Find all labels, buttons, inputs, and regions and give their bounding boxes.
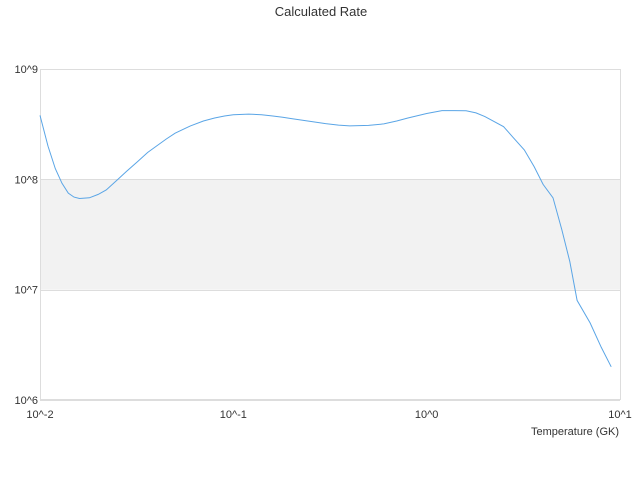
y-axis-tick-labels: 10^6 10^7 10^8 10^9 [14, 64, 38, 407]
shaded-bands [40, 179, 620, 290]
shaded-band-0 [40, 179, 620, 290]
x-axis-label: Temperature (GK) [531, 426, 619, 438]
series-lines [39, 110, 612, 368]
x-axis-tick-labels: 10^-2 10^-1 10^0 10^1 [26, 409, 631, 421]
x-tick-label-1: 10^-1 [220, 409, 247, 421]
x-tick-label-3: 10^1 [608, 409, 632, 421]
x-tick-label-2: 10^0 [415, 409, 439, 421]
plot-area-border [40, 69, 621, 400]
y-tick-label-1: 10^7 [14, 285, 38, 297]
x-tick-label-0: 10^-2 [26, 409, 53, 421]
y-tick-label-3: 10^9 [14, 64, 38, 76]
chart-title: Calculated Rate [275, 4, 368, 19]
y-tick-label-2: 10^8 [14, 174, 38, 186]
series-line-0 [39, 110, 612, 368]
y-tick-label-0: 10^6 [14, 395, 38, 407]
